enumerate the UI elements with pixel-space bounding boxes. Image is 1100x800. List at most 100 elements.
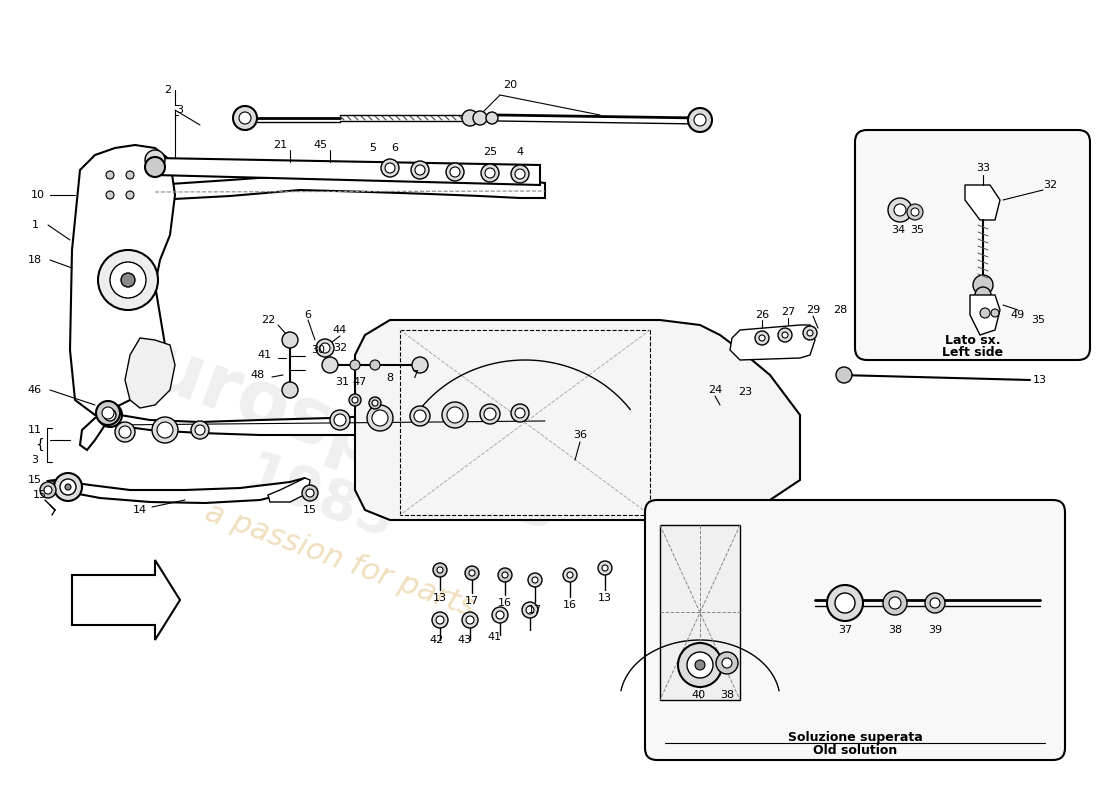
Circle shape (282, 332, 298, 348)
Polygon shape (155, 158, 540, 185)
Text: a passion for parts: a passion for parts (201, 498, 478, 622)
Circle shape (306, 489, 313, 497)
Circle shape (282, 382, 298, 398)
Polygon shape (355, 320, 800, 520)
Circle shape (480, 404, 501, 424)
Circle shape (44, 486, 52, 494)
Circle shape (436, 616, 444, 624)
Circle shape (372, 400, 378, 406)
Circle shape (106, 191, 114, 199)
Polygon shape (730, 325, 815, 360)
Circle shape (465, 566, 478, 580)
Text: 44: 44 (333, 325, 348, 335)
Text: 15: 15 (33, 490, 47, 500)
Circle shape (484, 408, 496, 420)
Text: 30: 30 (311, 345, 324, 355)
Text: 3: 3 (32, 455, 39, 465)
Circle shape (368, 397, 381, 409)
Circle shape (688, 108, 712, 132)
Circle shape (602, 565, 608, 571)
Circle shape (432, 612, 448, 628)
Circle shape (447, 407, 463, 423)
Text: 6: 6 (305, 310, 311, 320)
Text: 18: 18 (28, 255, 42, 265)
Circle shape (233, 106, 257, 130)
Circle shape (446, 163, 464, 181)
Circle shape (930, 598, 940, 608)
Circle shape (157, 422, 173, 438)
Circle shape (466, 616, 474, 624)
Circle shape (980, 308, 990, 318)
Circle shape (522, 602, 538, 618)
Polygon shape (125, 338, 175, 408)
Circle shape (925, 593, 945, 613)
Circle shape (98, 403, 122, 427)
Text: 38: 38 (888, 625, 902, 635)
Text: 1: 1 (32, 220, 39, 230)
Text: 13: 13 (1033, 375, 1047, 385)
Circle shape (883, 591, 908, 615)
Text: 24: 24 (708, 385, 722, 395)
Circle shape (102, 407, 114, 419)
Text: 31: 31 (336, 377, 349, 387)
Text: 5: 5 (370, 143, 376, 153)
Text: 8: 8 (386, 373, 394, 383)
Circle shape (414, 410, 426, 422)
Text: 13: 13 (433, 593, 447, 603)
Circle shape (442, 402, 468, 428)
Text: 2: 2 (164, 85, 172, 95)
Circle shape (716, 652, 738, 674)
Circle shape (486, 112, 498, 124)
Circle shape (462, 612, 478, 628)
Text: 11: 11 (28, 425, 42, 435)
Circle shape (512, 165, 529, 183)
FancyBboxPatch shape (645, 500, 1065, 760)
Circle shape (372, 410, 388, 426)
Circle shape (126, 191, 134, 199)
Circle shape (349, 394, 361, 406)
Circle shape (334, 414, 346, 426)
Text: 36: 36 (573, 430, 587, 440)
Circle shape (381, 159, 399, 177)
Text: 39: 39 (928, 625, 942, 635)
Circle shape (888, 198, 912, 222)
Text: 35: 35 (910, 225, 924, 235)
Circle shape (462, 110, 478, 126)
Polygon shape (155, 173, 544, 200)
Text: 28: 28 (833, 305, 847, 315)
Text: 41: 41 (257, 350, 272, 360)
Circle shape (119, 426, 131, 438)
Circle shape (412, 357, 428, 373)
Text: 10: 10 (31, 190, 45, 200)
Text: 49: 49 (1011, 310, 1025, 320)
Circle shape (694, 114, 706, 126)
Circle shape (974, 275, 993, 295)
Circle shape (116, 422, 135, 442)
Circle shape (145, 157, 165, 177)
Text: 15: 15 (302, 505, 317, 515)
Text: 29: 29 (806, 305, 821, 315)
Circle shape (498, 568, 512, 582)
Circle shape (385, 163, 395, 173)
Polygon shape (268, 478, 310, 502)
Circle shape (566, 572, 573, 578)
Circle shape (411, 161, 429, 179)
Circle shape (410, 406, 430, 426)
Text: 23: 23 (738, 387, 752, 397)
Circle shape (415, 165, 425, 175)
Circle shape (496, 611, 504, 619)
Text: 47: 47 (353, 377, 367, 387)
Text: 33: 33 (976, 163, 990, 173)
Circle shape (782, 332, 788, 338)
Circle shape (485, 168, 495, 178)
Text: 43: 43 (458, 635, 472, 645)
Circle shape (975, 287, 991, 303)
Circle shape (437, 567, 443, 573)
Circle shape (239, 112, 251, 124)
Circle shape (755, 331, 769, 345)
Circle shape (40, 482, 56, 498)
Circle shape (65, 484, 72, 490)
Text: 45: 45 (312, 140, 327, 150)
Text: 48: 48 (251, 370, 265, 380)
Circle shape (492, 607, 508, 623)
